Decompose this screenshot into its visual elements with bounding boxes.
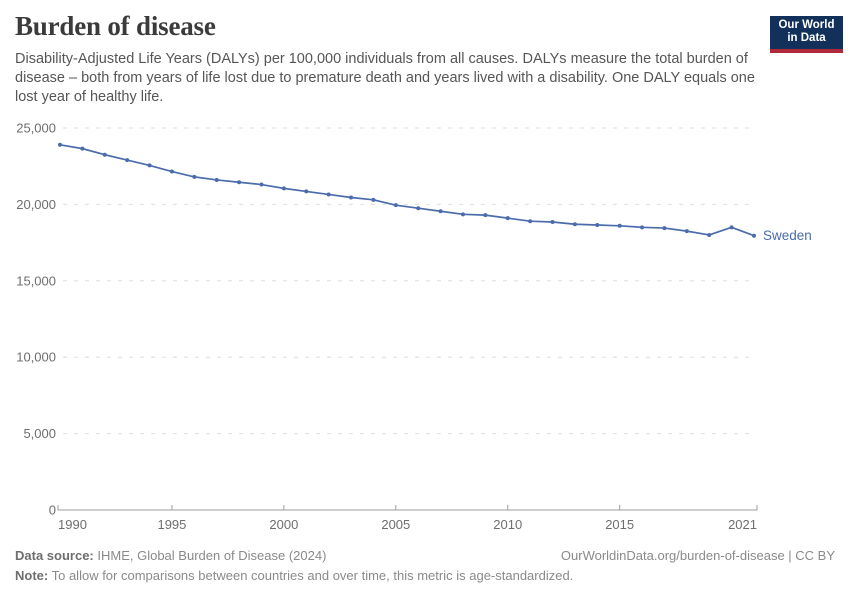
- data-point[interactable]: [125, 158, 130, 163]
- data-point[interactable]: [281, 186, 286, 191]
- data-point[interactable]: [371, 197, 376, 202]
- x-axis-tick-label: 2000: [269, 517, 298, 532]
- y-axis-tick-label: 0: [49, 503, 56, 518]
- data-point[interactable]: [102, 152, 107, 157]
- y-axis-tick-label: 10,000: [16, 350, 56, 365]
- data-point[interactable]: [483, 213, 488, 218]
- data-source-label: Data source:: [15, 548, 94, 563]
- x-axis-tick-label: 2015: [605, 517, 634, 532]
- y-axis-tick-label: 15,000: [16, 273, 56, 288]
- owid-logo-line2: in Data: [787, 32, 826, 44]
- x-axis-line: [57, 505, 758, 511]
- note-line: Note: To allow for comparisons between c…: [15, 568, 573, 583]
- data-point[interactable]: [147, 163, 152, 168]
- owid-logo[interactable]: Our World in Data: [770, 16, 843, 53]
- data-point[interactable]: [572, 222, 577, 227]
- x-axis-tick-label: 1990: [58, 517, 87, 532]
- x-axis-tick-label: 2005: [381, 517, 410, 532]
- x-axis-tick-label: 1995: [157, 517, 186, 532]
- y-axis-tick-label: 5,000: [23, 426, 56, 441]
- data-point[interactable]: [505, 216, 510, 221]
- data-source-text: IHME, Global Burden of Disease (2024): [97, 548, 327, 563]
- chart-subtitle: Disability-Adjusted Life Years (DALYs) p…: [15, 51, 755, 105]
- data-point[interactable]: [438, 209, 443, 214]
- y-axis-tick-label: 20,000: [16, 197, 56, 212]
- x-axis-tick-label: 2021: [728, 517, 757, 532]
- data-point[interactable]: [393, 203, 398, 208]
- data-point[interactable]: [58, 142, 62, 147]
- data-point[interactable]: [80, 146, 85, 151]
- data-point[interactable]: [617, 223, 622, 228]
- data-point[interactable]: [684, 229, 689, 234]
- note-label: Note:: [15, 568, 49, 583]
- data-point[interactable]: [550, 219, 555, 224]
- note-text: To allow for comparisons between countri…: [51, 568, 574, 583]
- owid-logo-line1: Our World: [778, 19, 835, 31]
- data-point[interactable]: [640, 225, 645, 230]
- data-point[interactable]: [214, 177, 219, 182]
- chart-footer: Data source: IHME, Global Burden of Dise…: [15, 546, 835, 586]
- data-point[interactable]: [752, 233, 756, 238]
- data-point[interactable]: [304, 189, 309, 194]
- data-point[interactable]: [595, 223, 600, 228]
- data-point[interactable]: [662, 226, 667, 231]
- series-label-sweden[interactable]: Sweden: [763, 228, 812, 243]
- data-point[interactable]: [528, 219, 533, 224]
- owid-citation-link[interactable]: OurWorldinData.org/burden-of-disease | C…: [560, 548, 835, 563]
- data-point[interactable]: [237, 180, 242, 185]
- data-point[interactable]: [259, 182, 264, 187]
- y-axis-tick-label: 25,000: [16, 121, 56, 136]
- data-point[interactable]: [416, 206, 421, 211]
- data-point[interactable]: [707, 232, 712, 237]
- data-point[interactable]: [192, 174, 197, 179]
- data-point[interactable]: [326, 192, 331, 197]
- data-point[interactable]: [349, 195, 354, 200]
- data-point[interactable]: [460, 212, 465, 217]
- x-axis-tick-label: 2010: [493, 517, 522, 532]
- data-source-line: Data source: IHME, Global Burden of Dise…: [15, 546, 326, 566]
- page-title: Burden of disease: [15, 11, 216, 41]
- data-point[interactable]: [729, 225, 734, 230]
- data-point[interactable]: [169, 169, 174, 174]
- series-line-sweden[interactable]: [59, 143, 755, 237]
